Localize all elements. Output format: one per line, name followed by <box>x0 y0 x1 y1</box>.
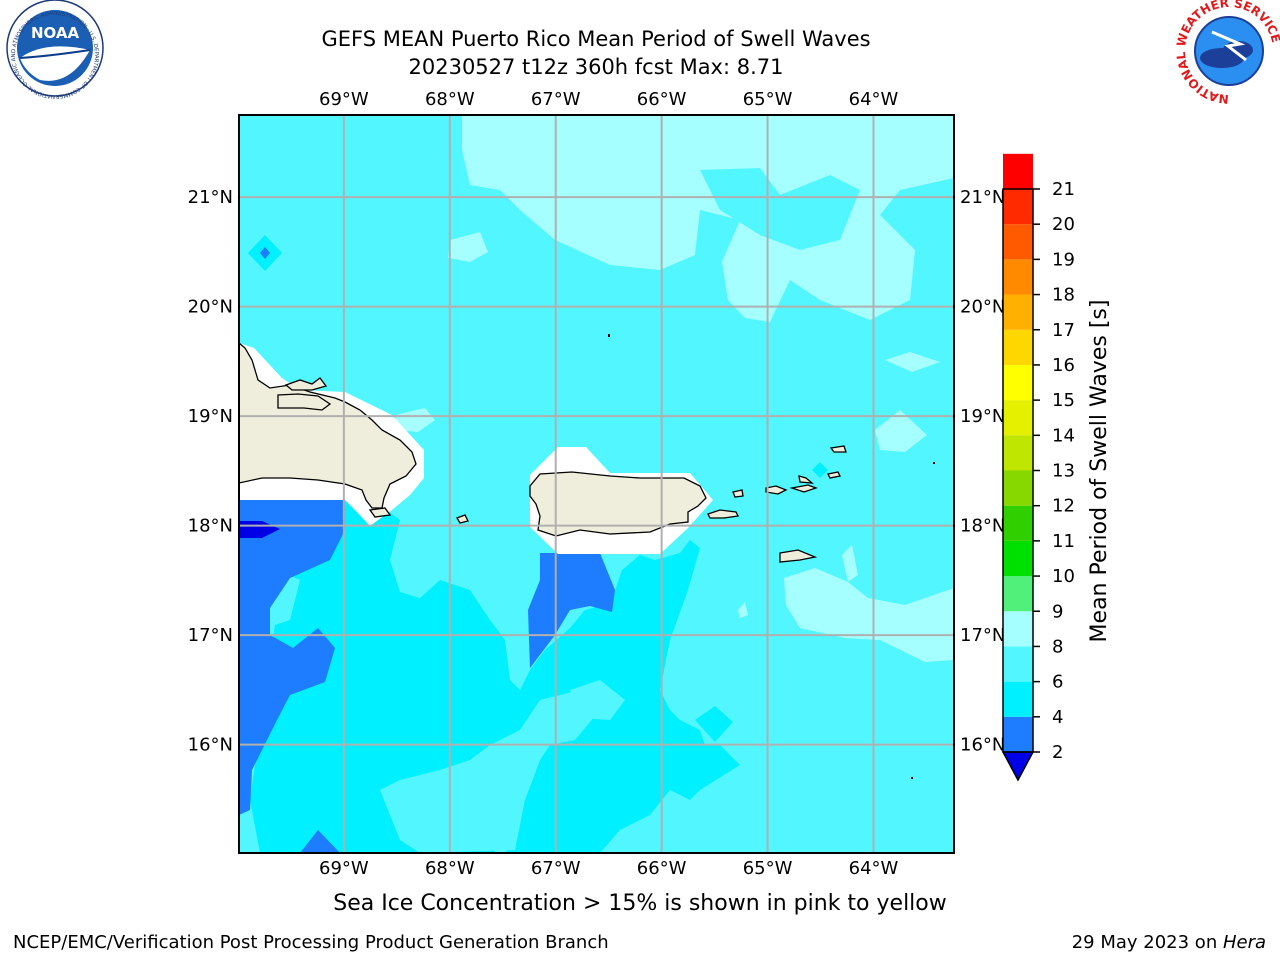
colorbar-swatch <box>1003 716 1033 752</box>
lat-label-right: 17°N <box>960 625 1005 646</box>
colorbar-under-arrow <box>1001 751 1035 782</box>
noaa-logo-text: NOAA <box>31 24 80 42</box>
noaa-logo: NOAA NATIONAL OCEANIC AND ATMOSPHERIC AD… <box>0 0 104 99</box>
colorbar-tick-label: 9 <box>1052 601 1063 622</box>
colorbar-swatch <box>1003 224 1033 260</box>
lon-label-bottom: 67°W <box>531 858 581 879</box>
colorbar-tick-label: 2 <box>1052 742 1063 763</box>
lat-label-left: 17°N <box>188 625 233 646</box>
colorbar-swatch <box>1003 681 1033 717</box>
footer-date-text: 29 May 2023 on <box>1071 932 1223 953</box>
lon-label-top: 65°W <box>743 89 793 110</box>
colorbar-tick-label: 21 <box>1052 179 1075 200</box>
map-gridlines <box>239 115 954 853</box>
lat-label-right: 16°N <box>960 735 1005 756</box>
lon-label-bottom: 64°W <box>849 858 899 879</box>
colorbar-swatch <box>1003 646 1033 682</box>
lon-label-top: 69°W <box>319 89 369 110</box>
lat-label-right: 21°N <box>960 187 1005 208</box>
lon-label-top: 64°W <box>849 89 899 110</box>
colorbar-tick-label: 20 <box>1052 214 1075 235</box>
footer-branch: NCEP/EMC/Verification Post Processing Pr… <box>13 932 609 953</box>
colorbar-swatch <box>1003 611 1033 647</box>
colorbar-swatch <box>1003 400 1033 436</box>
lat-label-right: 18°N <box>960 516 1005 537</box>
map-subtitle: 20230527 t12z 360h fcst Max: 8.71 <box>408 55 784 79</box>
footer-host: Hera <box>1222 932 1266 953</box>
colorbar-swatch <box>1003 576 1033 612</box>
lon-label-bottom: 66°W <box>637 858 687 879</box>
colorbar-swatch <box>1003 364 1033 401</box>
footer-date: 29 May 2023 on Hera <box>1072 932 1266 953</box>
colorbar-tick-label: 10 <box>1052 566 1075 587</box>
colorbar-tick-label: 16 <box>1052 355 1075 376</box>
lat-label-left: 18°N <box>188 516 233 537</box>
colorbar-tick-label: 15 <box>1052 390 1075 411</box>
colorbar-swatch <box>1003 505 1033 541</box>
lon-label-top: 68°W <box>425 89 475 110</box>
colorbar-swatch <box>1003 153 1033 189</box>
lat-label-right: 19°N <box>960 406 1005 427</box>
colorbar-label: Mean Period of Swell Waves [s] <box>1087 300 1112 643</box>
colorbar-swatch <box>1003 470 1033 506</box>
map-axis-labels: 69°W 69°W 68°W 68°W 67°W 67°W 66°W 66°W 65°W 65°W… <box>188 89 1006 879</box>
colorbar-swatch <box>1003 294 1033 330</box>
swell-period-field <box>239 115 954 853</box>
lon-label-bottom: 65°W <box>743 858 793 879</box>
colorbar-tick-label: 14 <box>1052 425 1075 446</box>
colorbar-swatch <box>1003 329 1033 365</box>
map-frame <box>238 114 955 854</box>
colorbar-swatch <box>1003 435 1033 471</box>
colorbar-tick-label: 8 <box>1052 636 1063 657</box>
colorbar: 2 4 6 8 9 10 11 12 13 14 15 16 17 18 19 20 21 <box>1001 153 1075 782</box>
lat-label-right: 20°N <box>960 297 1005 318</box>
colorbar-swatch <box>1003 259 1033 295</box>
colorbar-swatch <box>1003 540 1033 577</box>
lat-label-left: 19°N <box>188 406 233 427</box>
nws-logo: NATIONAL WEATHER SERVICE <box>1174 0 1280 106</box>
colorbar-tick-label: 11 <box>1052 531 1075 552</box>
lon-label-bottom: 69°W <box>319 858 369 879</box>
lat-label-left: 21°N <box>188 187 233 208</box>
lon-label-bottom: 68°W <box>425 858 475 879</box>
colorbar-tick-label: 17 <box>1052 320 1075 341</box>
sea-ice-caption: Sea Ice Concentration > 15% is shown in … <box>333 891 947 916</box>
lat-label-left: 16°N <box>188 735 233 756</box>
lon-label-top: 66°W <box>637 89 687 110</box>
lon-label-top: 67°W <box>531 89 581 110</box>
colorbar-tick-label: 13 <box>1052 461 1075 482</box>
map-title: GEFS MEAN Puerto Rico Mean Period of Swe… <box>321 27 871 51</box>
colorbar-tick-label: 4 <box>1052 707 1063 728</box>
colorbar-tick-label: 18 <box>1052 285 1075 306</box>
lat-label-left: 20°N <box>188 297 233 318</box>
colorbar-tick-label: 19 <box>1052 249 1075 270</box>
colorbar-tick-label: 12 <box>1052 496 1075 517</box>
colorbar-tick-label: 6 <box>1052 672 1063 693</box>
colorbar-swatch <box>1003 189 1033 225</box>
